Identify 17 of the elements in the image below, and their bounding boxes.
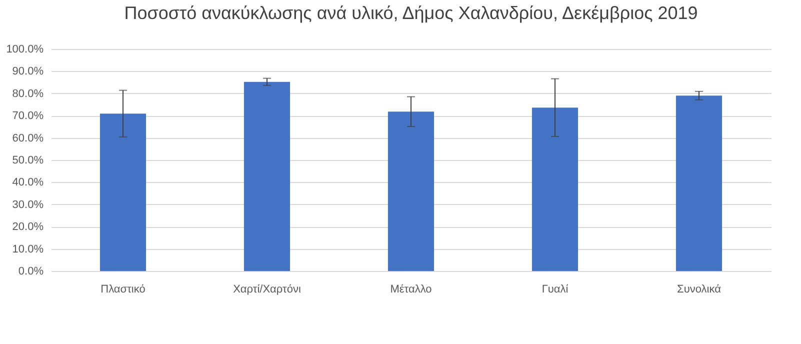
chart-title: Ποσοστό ανακύκλωσης ανά υλικό, Δήμος Χαλανδρίου, Δεκέμβριος 2019 [124,3,698,23]
x-tick-label: Συνολικά [677,284,722,296]
y-tick-label: 40.0% [12,176,44,189]
y-tick-label: 0.0% [18,266,44,278]
x-tick-label: Μέταλλο [390,284,432,296]
y-tick-label: 100.0% [6,44,44,56]
y-tick-label: 70.0% [12,110,44,122]
x-tick-label: Πλαστικό [100,284,146,296]
y-tick-label: 90.0% [12,66,44,78]
y-tick-label: 80.0% [12,88,44,100]
x-tick-label: Γυαλί [542,284,569,296]
y-tick-label: 60.0% [12,132,44,144]
x-tick-label: Χαρτί/Χαρτόνι [233,284,302,296]
y-tick-label: 50.0% [12,154,44,166]
y-tick-label: 30.0% [12,198,44,211]
y-tick-label: 10.0% [12,243,44,256]
y-tick-label: 20.0% [12,221,44,234]
